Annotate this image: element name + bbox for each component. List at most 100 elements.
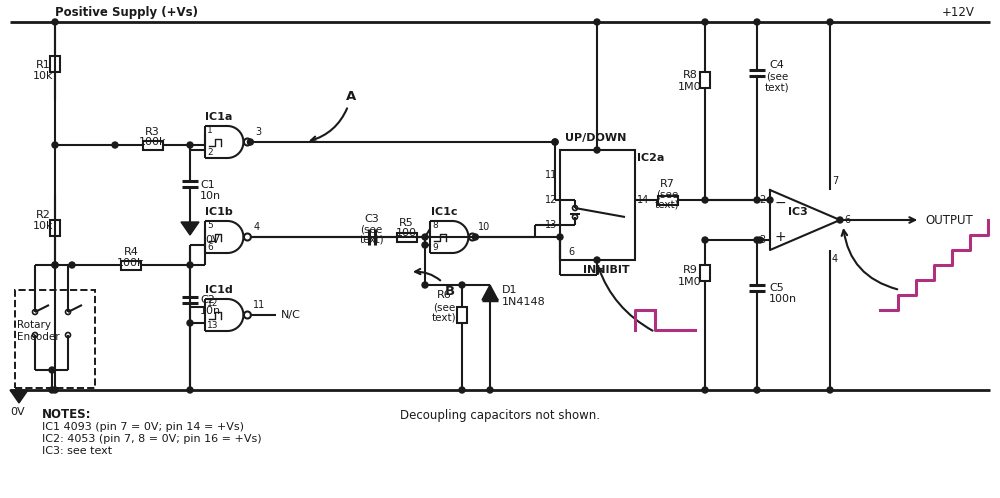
Text: IC1d: IC1d bbox=[205, 285, 233, 295]
Text: R4: R4 bbox=[124, 247, 138, 257]
Text: IC3: see text: IC3: see text bbox=[42, 446, 112, 456]
Text: 1M0: 1M0 bbox=[678, 277, 702, 287]
Bar bbox=[396, 233, 416, 242]
Polygon shape bbox=[770, 190, 840, 250]
Text: R2: R2 bbox=[36, 210, 50, 220]
Text: C5: C5 bbox=[769, 283, 784, 293]
Text: D1: D1 bbox=[502, 285, 518, 295]
Text: 7: 7 bbox=[832, 176, 838, 186]
Circle shape bbox=[49, 387, 55, 393]
Circle shape bbox=[702, 197, 708, 203]
Circle shape bbox=[422, 242, 428, 248]
Text: 1: 1 bbox=[207, 125, 213, 134]
Text: 10: 10 bbox=[478, 222, 490, 232]
Text: IC1 4093 (pin 7 = 0V; pin 14 = +Vs): IC1 4093 (pin 7 = 0V; pin 14 = +Vs) bbox=[42, 422, 244, 432]
Circle shape bbox=[594, 147, 600, 153]
Text: 12: 12 bbox=[545, 195, 557, 205]
Text: R8: R8 bbox=[683, 70, 697, 80]
Text: INHIBIT: INHIBIT bbox=[583, 265, 630, 275]
Circle shape bbox=[702, 19, 708, 25]
Text: 11: 11 bbox=[253, 300, 265, 310]
Circle shape bbox=[187, 387, 193, 393]
Text: +12V: +12V bbox=[942, 5, 975, 18]
Bar bbox=[121, 260, 141, 269]
Circle shape bbox=[754, 387, 760, 393]
Text: 6: 6 bbox=[844, 215, 850, 225]
Text: 14: 14 bbox=[637, 195, 649, 205]
Text: IC1b: IC1b bbox=[205, 207, 233, 217]
Polygon shape bbox=[181, 222, 199, 235]
Text: R6: R6 bbox=[437, 290, 451, 300]
Circle shape bbox=[52, 142, 58, 148]
Text: 0V: 0V bbox=[205, 235, 220, 245]
Text: 3: 3 bbox=[759, 235, 765, 245]
Text: C2: C2 bbox=[200, 295, 215, 305]
Circle shape bbox=[594, 19, 600, 25]
Text: OUTPUT: OUTPUT bbox=[925, 214, 973, 227]
Text: Encoder: Encoder bbox=[17, 332, 60, 342]
Text: 100k: 100k bbox=[139, 137, 166, 147]
Text: N/C: N/C bbox=[281, 310, 301, 320]
Text: NOTES:: NOTES: bbox=[42, 408, 92, 421]
Bar bbox=[50, 55, 60, 72]
Circle shape bbox=[459, 282, 465, 288]
Text: IC1a: IC1a bbox=[205, 112, 233, 122]
Text: 10n: 10n bbox=[200, 306, 221, 316]
Text: (see: (see bbox=[360, 224, 383, 234]
Text: Decoupling capacitors not shown.: Decoupling capacitors not shown. bbox=[400, 408, 600, 421]
Text: 100n: 100n bbox=[769, 294, 797, 304]
Bar bbox=[560, 150, 635, 260]
Text: 0V: 0V bbox=[10, 407, 25, 417]
Circle shape bbox=[557, 234, 563, 240]
Circle shape bbox=[757, 237, 763, 243]
Text: Rotary: Rotary bbox=[17, 320, 51, 330]
Circle shape bbox=[827, 19, 833, 25]
Circle shape bbox=[422, 282, 428, 288]
Text: R5: R5 bbox=[399, 218, 414, 228]
Text: C4: C4 bbox=[770, 60, 784, 70]
Text: 4: 4 bbox=[254, 222, 260, 232]
Circle shape bbox=[52, 19, 58, 25]
Text: 3: 3 bbox=[255, 127, 261, 137]
Text: 13: 13 bbox=[207, 321, 218, 330]
Text: 2: 2 bbox=[207, 147, 213, 156]
Circle shape bbox=[112, 142, 118, 148]
Bar bbox=[700, 72, 710, 88]
Text: +: + bbox=[774, 230, 786, 244]
Text: IC2: 4053 (pin 7, 8 = 0V; pin 16 = +Vs): IC2: 4053 (pin 7, 8 = 0V; pin 16 = +Vs) bbox=[42, 434, 262, 444]
Text: 6: 6 bbox=[568, 247, 574, 257]
Circle shape bbox=[187, 142, 193, 148]
Circle shape bbox=[552, 139, 558, 145]
Text: 1N4148: 1N4148 bbox=[502, 297, 546, 307]
Text: Positive Supply (+Vs): Positive Supply (+Vs) bbox=[55, 5, 198, 18]
Text: −: − bbox=[774, 196, 786, 210]
Text: IC1c: IC1c bbox=[431, 207, 457, 217]
Text: 100: 100 bbox=[396, 228, 417, 238]
Text: 10n: 10n bbox=[200, 191, 221, 201]
Circle shape bbox=[472, 234, 478, 240]
Circle shape bbox=[754, 197, 760, 203]
Circle shape bbox=[702, 387, 708, 393]
Text: 1M0: 1M0 bbox=[678, 82, 702, 92]
Circle shape bbox=[552, 139, 558, 145]
Text: IC3: IC3 bbox=[788, 207, 808, 217]
Bar bbox=[50, 220, 60, 236]
Text: C3: C3 bbox=[364, 214, 379, 224]
Circle shape bbox=[52, 387, 58, 393]
Circle shape bbox=[754, 237, 760, 243]
Text: (see: (see bbox=[656, 189, 678, 199]
Circle shape bbox=[754, 19, 760, 25]
Bar bbox=[15, 290, 95, 388]
Text: R3: R3 bbox=[145, 127, 160, 137]
Polygon shape bbox=[482, 285, 498, 300]
Text: R9: R9 bbox=[683, 265, 697, 275]
Bar bbox=[143, 140, 162, 149]
Circle shape bbox=[247, 139, 253, 145]
Text: UP/DOWN: UP/DOWN bbox=[565, 133, 626, 143]
Text: text): text) bbox=[432, 313, 456, 323]
Text: 13: 13 bbox=[545, 220, 557, 230]
Text: text): text) bbox=[765, 82, 789, 92]
Text: 9: 9 bbox=[432, 243, 438, 251]
Text: 2: 2 bbox=[759, 195, 765, 205]
Circle shape bbox=[52, 262, 58, 268]
